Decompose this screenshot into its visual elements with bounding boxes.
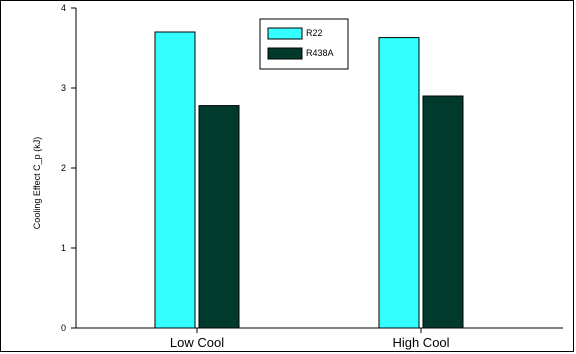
legend-swatch-r22: [267, 27, 303, 40]
x-tick-label: Low Cool: [170, 335, 224, 350]
y-tick-label: 2: [61, 163, 66, 173]
bar-r22-high-cool: [378, 37, 420, 329]
bar-r438a-low-cool: [198, 105, 240, 329]
legend-label-r438a: R438A: [306, 48, 334, 58]
x-tick-label: High Cool: [392, 335, 449, 350]
y-tick-label: 4: [61, 3, 66, 13]
y-tick-label: 3: [61, 83, 66, 93]
bars: [154, 31, 464, 329]
legend: R22 R438A: [259, 18, 349, 70]
bar-r438a-high-cool: [422, 95, 464, 329]
legend-swatch-r438a: [267, 47, 303, 60]
bar-r22-low-cool: [154, 31, 196, 329]
y-tick-label: 1: [61, 243, 66, 253]
legend-label-r22: R22: [306, 28, 323, 38]
legend-box: [259, 18, 349, 70]
y-axis-title: Cooling Effect C_p (kJ): [32, 137, 42, 229]
y-tick-label: 0: [61, 323, 66, 333]
